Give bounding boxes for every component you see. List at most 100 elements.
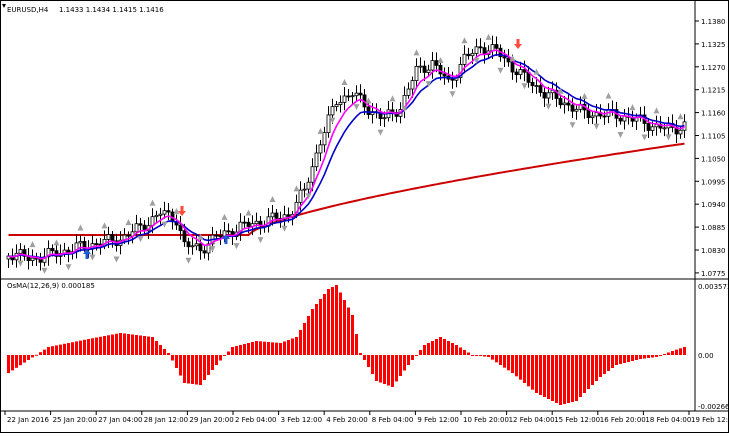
triangle-fractal-icon (437, 56, 444, 63)
osma-bar (259, 341, 262, 355)
osma-bar (83, 339, 86, 355)
osma-bar (199, 355, 202, 385)
candle-body (254, 220, 259, 225)
osma-bar (371, 355, 374, 374)
candle-body (418, 65, 423, 68)
price-tick-label: 1.0995 (701, 178, 726, 186)
triangle-fractal-icon (389, 95, 396, 102)
triangle-fractal-icon (113, 256, 120, 263)
candle-body (338, 101, 343, 106)
osma-bar (59, 344, 62, 355)
osma-bar (171, 355, 174, 361)
osma-bar (15, 355, 18, 368)
osma-bar (599, 355, 602, 377)
candle-body (286, 214, 291, 217)
candle-body (78, 241, 83, 244)
price-tick-label: 1.0885 (701, 224, 726, 232)
candle-body (282, 214, 287, 220)
osma-bar (55, 345, 58, 355)
time-tick-label: 10 Feb 20:00 (463, 416, 509, 424)
candle-body (178, 224, 183, 232)
osma-bar (103, 336, 106, 355)
candle-body (502, 56, 507, 59)
osma-bar (187, 355, 190, 384)
osma-bar (679, 348, 682, 355)
triangle-fractal-icon (569, 122, 576, 129)
osma-bar (239, 345, 242, 355)
osma-bar (451, 343, 454, 355)
candle-body (594, 112, 599, 117)
osma-bar (95, 337, 98, 355)
candle-body (414, 65, 419, 82)
osma-bar (459, 347, 462, 355)
osma-bar (319, 299, 322, 355)
osma-bar (339, 292, 342, 355)
candle-body (346, 95, 351, 98)
candle-body (182, 230, 187, 243)
triangle-fractal-icon (101, 222, 108, 229)
osma-bar (11, 355, 14, 371)
osma-bar (195, 355, 198, 385)
triangle-fractal-icon (665, 134, 672, 141)
osma-bar (591, 355, 594, 385)
candle-body (54, 250, 59, 257)
candle-body (242, 221, 247, 224)
time-tick-label: 4 Feb 20:00 (326, 416, 367, 424)
osma-panel[interactable]: OsMA(12,26,9) 0.000185 0.003573 0.00 -0.… (1, 279, 729, 412)
osma-bar (447, 341, 450, 355)
osma-bar (135, 335, 138, 355)
osma-bar (163, 349, 166, 355)
candle-body (226, 230, 231, 233)
ohlc-values: 1.1433 1.1434 1.1415 1.1416 (59, 6, 164, 14)
down-arrow-icon (178, 206, 186, 216)
candle-body (350, 95, 355, 98)
candle-body (618, 117, 623, 122)
osma-bar (639, 355, 642, 359)
long-moving-average (8, 142, 685, 236)
osma-bar (115, 333, 118, 355)
osma-bar (147, 336, 150, 355)
osma-bar (243, 344, 246, 355)
osma-bar (71, 342, 74, 355)
osma-bar (179, 355, 182, 376)
candle-body (186, 241, 191, 248)
slow-ma-line (8, 53, 685, 259)
osma-bar (579, 355, 582, 397)
candle-body (586, 109, 591, 118)
osma-bar (123, 333, 126, 355)
candle-body (650, 126, 655, 131)
osma-bar (563, 355, 566, 404)
triangle-fractal-icon (233, 243, 240, 250)
candle-body (94, 243, 99, 246)
osma-bar (551, 355, 554, 401)
candle-body (382, 117, 387, 120)
osma-bar (611, 355, 614, 368)
triangle-fractal-icon (341, 78, 348, 85)
triangle-fractal-icon (485, 33, 492, 40)
candle-body (538, 85, 543, 93)
osma-bar (219, 355, 222, 361)
osma-bar (651, 355, 654, 358)
candle-body (22, 249, 27, 257)
price-panel[interactable]: 1.1380 1.1325 1.1270 1.1215 1.1160 1.1105 1.10… (1, 1, 728, 280)
candle-body (546, 92, 551, 99)
triangle-fractal-icon (245, 209, 252, 216)
time-tick-label: 25 Jan 20:00 (53, 416, 97, 424)
osma-bar (635, 355, 638, 360)
candle-body (310, 166, 315, 183)
osma-bar (399, 355, 402, 376)
osma-bar (111, 334, 114, 355)
osma-bar (151, 337, 154, 355)
candle-body (126, 234, 131, 237)
osma-bar (327, 289, 330, 355)
osma-bar (499, 355, 502, 365)
osma-bar (407, 355, 410, 365)
osma-bar (39, 352, 42, 355)
osma-bar (647, 355, 650, 358)
candle-body (334, 104, 339, 107)
osma-bar (231, 347, 234, 355)
osma-bar (435, 339, 438, 355)
triangle-fractal-icon (197, 233, 204, 240)
